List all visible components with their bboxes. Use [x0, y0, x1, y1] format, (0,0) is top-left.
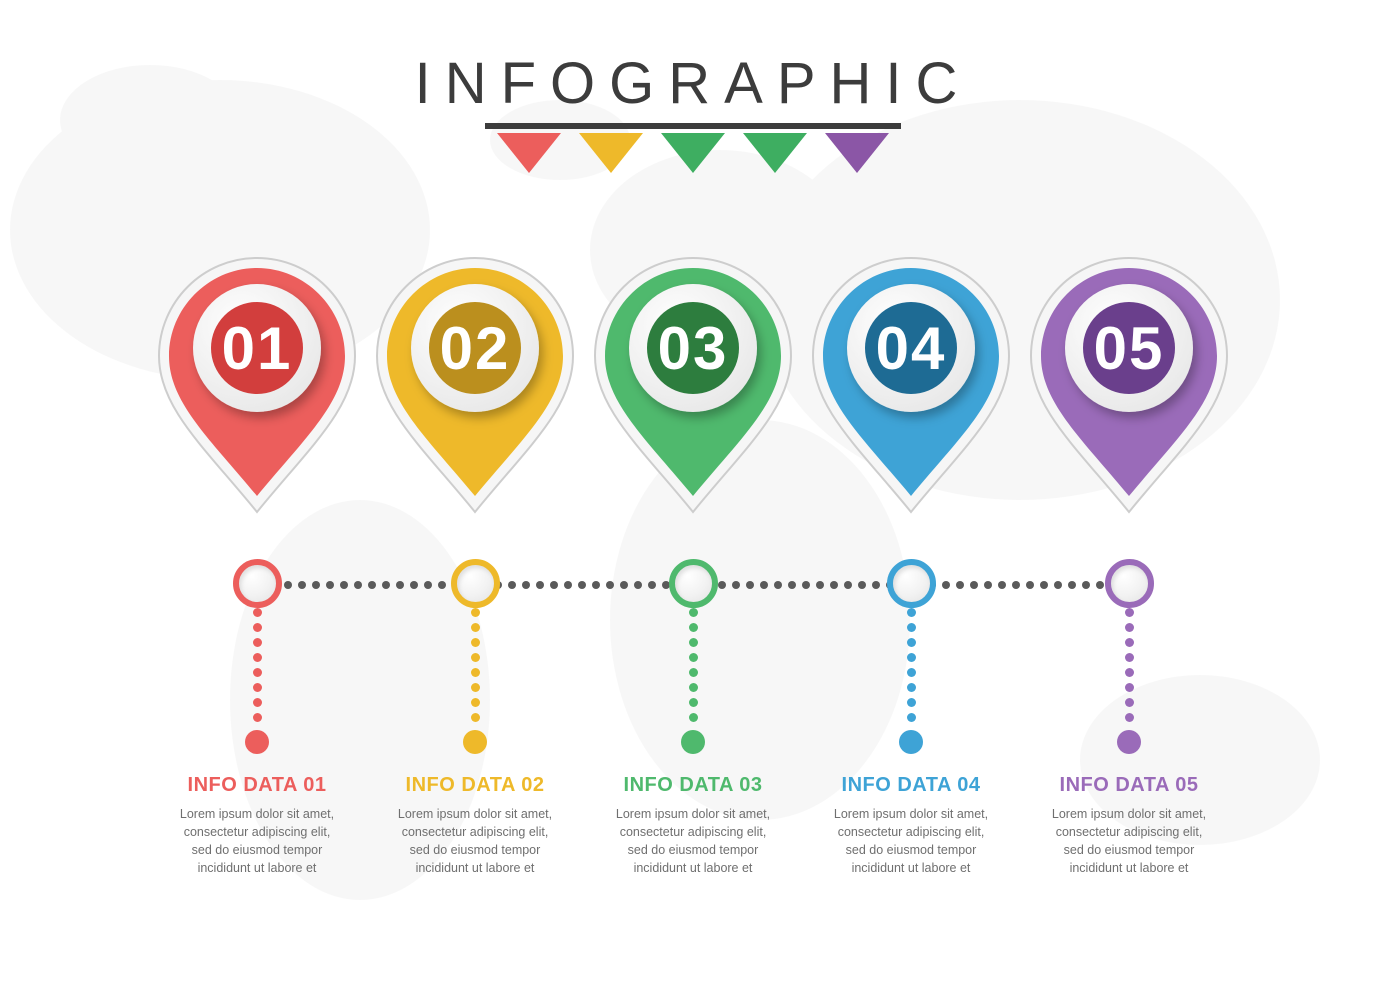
- connector-dot: [253, 698, 262, 707]
- info-title: INFO DATA 03: [624, 774, 763, 797]
- map-pin-2: 02: [371, 252, 579, 520]
- connector-dot: [471, 638, 480, 647]
- pin-number: 05: [1025, 314, 1233, 383]
- timeline-node-2: [451, 559, 500, 608]
- vertical-connector: [899, 606, 923, 756]
- timeline-node-1: [233, 559, 282, 608]
- map-pin-4: 04: [807, 252, 1015, 520]
- connector-dot: [689, 638, 698, 647]
- info-title: INFO DATA 02: [406, 774, 545, 797]
- connector-dot: [907, 698, 916, 707]
- info-column-5: INFO DATA 05 Lorem ipsum dolor sit amet, …: [1047, 606, 1211, 878]
- connector-dot: [689, 668, 698, 677]
- pin-number: 04: [807, 314, 1015, 383]
- pin-number: 01: [153, 314, 361, 383]
- connector-dot: [907, 653, 916, 662]
- connector-dot: [689, 608, 698, 617]
- triangle-icon: [579, 133, 643, 173]
- connector-dot: [689, 653, 698, 662]
- connector-dot: [253, 608, 262, 617]
- connector-dot: [1125, 698, 1134, 707]
- connector-dot: [907, 623, 916, 632]
- connector-dot: [689, 713, 698, 722]
- vertical-connector: [245, 606, 269, 756]
- connector-dot: [689, 698, 698, 707]
- connector-dot: [471, 653, 480, 662]
- info-title: INFO DATA 05: [1060, 774, 1199, 797]
- connector-dot: [471, 698, 480, 707]
- info-body: Lorem ipsum dolor sit amet, consectetur …: [1047, 805, 1211, 878]
- connector-dot: [253, 683, 262, 692]
- connector-dot: [1125, 653, 1134, 662]
- connector-dot: [1125, 623, 1134, 632]
- header: INFOGRAPHIC: [0, 50, 1386, 173]
- info-body: Lorem ipsum dolor sit amet, consectetur …: [393, 805, 557, 878]
- vertical-connector: [463, 606, 487, 756]
- info-column-4: INFO DATA 04 Lorem ipsum dolor sit amet, …: [829, 606, 993, 878]
- timeline-node-4: [887, 559, 936, 608]
- connector-dot: [471, 608, 480, 617]
- connector-dot: [471, 713, 480, 722]
- info-column-1: INFO DATA 01 Lorem ipsum dolor sit amet, …: [175, 606, 339, 878]
- timeline-nodes: [0, 559, 1386, 608]
- page-title: INFOGRAPHIC: [415, 50, 972, 117]
- connector-endball: [245, 730, 269, 754]
- connector-dot: [689, 623, 698, 632]
- title-underline: [485, 123, 901, 129]
- triangle-icon: [743, 133, 807, 173]
- connector-dot: [1125, 713, 1134, 722]
- timeline-node-5: [1105, 559, 1154, 608]
- vertical-connector: [681, 606, 705, 756]
- triangle-icon: [497, 133, 561, 173]
- triangle-row: [0, 133, 1386, 173]
- timeline: [0, 559, 1386, 609]
- connector-endball: [899, 730, 923, 754]
- info-title: INFO DATA 01: [188, 774, 327, 797]
- connector-dot: [253, 638, 262, 647]
- map-pin-5: 05: [1025, 252, 1233, 520]
- pin-number: 03: [589, 314, 797, 383]
- info-body: Lorem ipsum dolor sit amet, consectetur …: [611, 805, 775, 878]
- map-pin-3: 03: [589, 252, 797, 520]
- timeline-node-3: [669, 559, 718, 608]
- info-columns: INFO DATA 01 Lorem ipsum dolor sit amet, …: [0, 606, 1386, 878]
- pin-row: 0102030405: [0, 252, 1386, 520]
- connector-dot: [253, 668, 262, 677]
- pin-number: 02: [371, 314, 579, 383]
- triangle-icon: [661, 133, 725, 173]
- vertical-connector: [1117, 606, 1141, 756]
- info-column-3: INFO DATA 03 Lorem ipsum dolor sit amet, …: [611, 606, 775, 878]
- info-body: Lorem ipsum dolor sit amet, consectetur …: [175, 805, 339, 878]
- connector-dot: [471, 623, 480, 632]
- connector-dot: [907, 638, 916, 647]
- connector-dot: [253, 623, 262, 632]
- connector-dot: [471, 683, 480, 692]
- connector-dot: [253, 653, 262, 662]
- connector-dot: [689, 683, 698, 692]
- connector-dot: [1125, 683, 1134, 692]
- connector-endball: [463, 730, 487, 754]
- info-column-2: INFO DATA 02 Lorem ipsum dolor sit amet, …: [393, 606, 557, 878]
- connector-dot: [1125, 638, 1134, 647]
- connector-dot: [1125, 608, 1134, 617]
- connector-dot: [253, 713, 262, 722]
- info-body: Lorem ipsum dolor sit amet, consectetur …: [829, 805, 993, 878]
- map-pin-1: 01: [153, 252, 361, 520]
- connector-endball: [1117, 730, 1141, 754]
- info-title: INFO DATA 04: [842, 774, 981, 797]
- triangle-icon: [825, 133, 889, 173]
- connector-dot: [907, 713, 916, 722]
- connector-dot: [471, 668, 480, 677]
- connector-dot: [907, 608, 916, 617]
- connector-dot: [1125, 668, 1134, 677]
- connector-dot: [907, 683, 916, 692]
- connector-endball: [681, 730, 705, 754]
- connector-dot: [907, 668, 916, 677]
